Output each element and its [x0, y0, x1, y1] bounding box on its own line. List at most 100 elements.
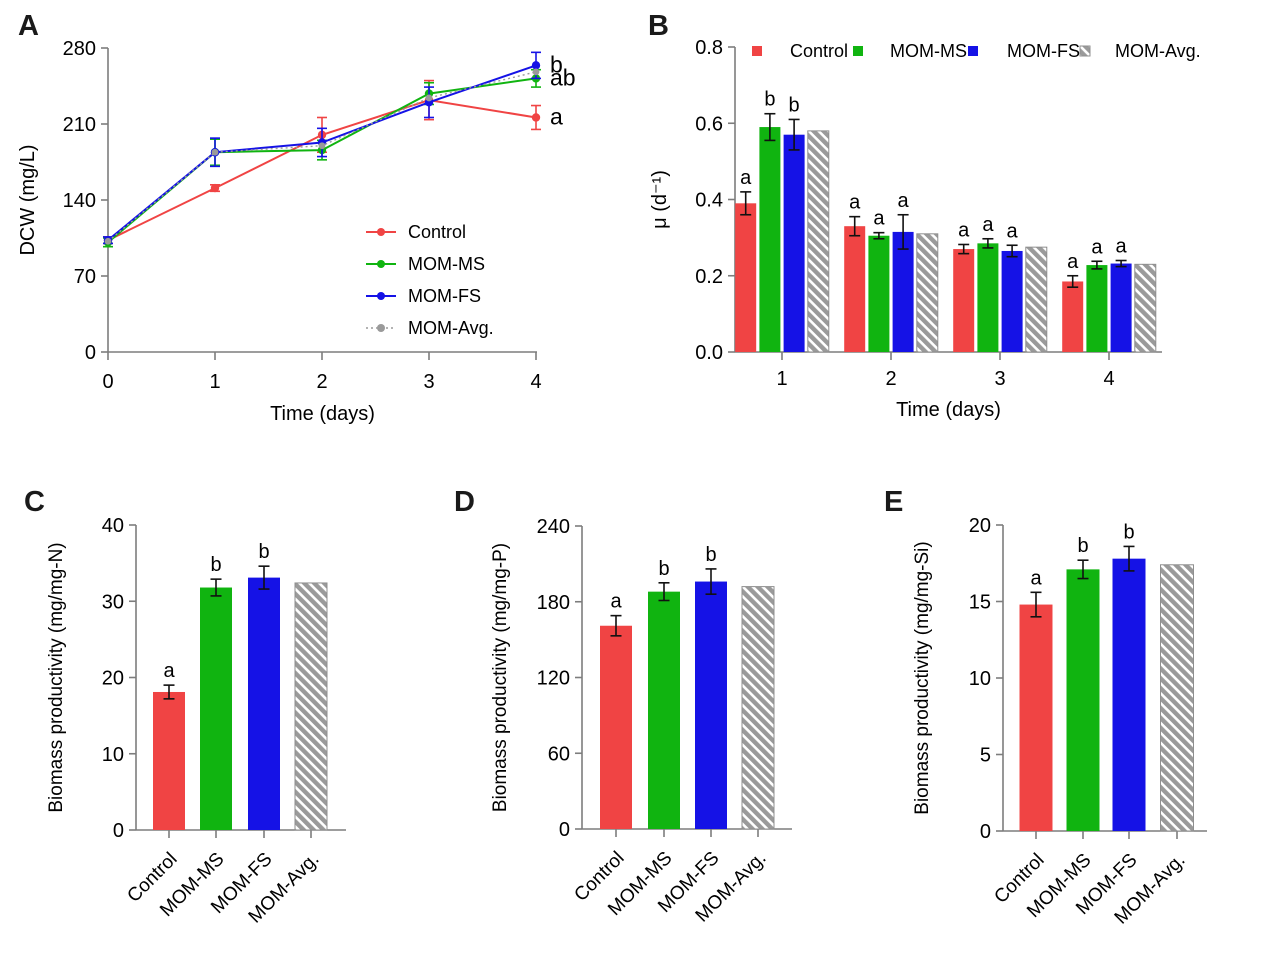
y-tick-label: 0.2: [695, 266, 723, 288]
bar-MOM-FS-day3: a: [1001, 220, 1023, 352]
y-tick-label: 20: [969, 515, 991, 537]
bar-MOM-FS: b: [248, 541, 280, 830]
sig-letter: a: [849, 192, 861, 214]
y-tick-label: 40: [102, 515, 124, 537]
y-tick-label: 20: [102, 668, 124, 690]
y-tick-label: 60: [548, 743, 570, 765]
legend-item: MOM-MS: [853, 41, 967, 61]
sig-letter: a: [898, 190, 910, 212]
error-bar: [1115, 259, 1127, 268]
sig-letter: b: [789, 94, 800, 116]
sig-letter: b: [705, 544, 716, 566]
bar-MOM-FS-day1: b: [783, 94, 805, 352]
x-tick-label: 1: [776, 368, 787, 390]
data-point: [211, 148, 219, 156]
bar: [1001, 250, 1023, 352]
bar-MOM-Avg.-day2: [916, 233, 939, 353]
bar-MOM-Avg.: [294, 582, 328, 831]
y-tick-label: 0.0: [695, 342, 723, 364]
bar-MOM-MS: b: [648, 558, 680, 829]
legend: Control MOM-MS MOM-FS MOM-Avg.: [752, 41, 1201, 61]
panel-d-chart: 0 60 120 180 240 Biomass productivity (mg/mg-…: [490, 516, 792, 926]
sig-letter: b: [258, 541, 269, 563]
error-bar: [1067, 274, 1079, 288]
error-bar: [1077, 559, 1089, 580]
bar: [844, 226, 866, 352]
bar-MOM-Avg.: [1160, 564, 1194, 832]
bar: [1019, 604, 1053, 831]
axes: 0.0 0.2 0.4 0.6 0.8 μ (d⁻¹) Time (days) 1 2 3 4: [649, 37, 1162, 421]
y-tick-label: 0: [85, 342, 96, 364]
legend-item: MOM-MS: [366, 254, 485, 274]
bar: [916, 233, 939, 353]
legend-item: MOM-FS: [366, 286, 481, 306]
legend-item: Control: [752, 41, 848, 61]
bar: [1110, 263, 1132, 352]
sig-letter: a: [1067, 251, 1079, 273]
y-tick-label: 120: [537, 668, 570, 690]
bar: [783, 134, 805, 352]
bar-Control-day4: a: [1062, 251, 1084, 352]
data-point: [531, 113, 541, 122]
x-axis-title: Time (days): [896, 399, 1001, 421]
x-tick-label: 2: [885, 368, 896, 390]
x-tick-label: 2: [316, 371, 327, 393]
panel-e-label: E: [884, 486, 904, 518]
error-bar: [958, 243, 970, 255]
bar: [977, 243, 999, 352]
panel-d: D 0 60 120 180 240 Biomass productivity (mg/m…: [430, 470, 860, 960]
y-tick-label: 0: [113, 820, 124, 842]
legend-swatch: [377, 260, 385, 268]
bar-MOM-FS-day4: a: [1110, 236, 1132, 352]
legend-label: MOM-FS: [1007, 41, 1080, 61]
legend-label: Control: [790, 41, 848, 61]
bar-MOM-MS-day2: a: [868, 208, 890, 352]
sig-letter: b: [658, 558, 669, 580]
y-tick-label: 240: [537, 516, 570, 538]
y-tick-label: 0.6: [695, 113, 723, 135]
error-bar: [1030, 591, 1042, 618]
legend-label: MOM-MS: [408, 254, 485, 274]
legend-label: MOM-MS: [890, 41, 967, 61]
axes: 0 70 140 210 280 DCW (mg/L) Time (days) 0 1 2 3 4: [17, 38, 542, 425]
bar: [153, 691, 185, 830]
y-tick-label: 10: [102, 744, 124, 766]
x-tick-label: 4: [1103, 368, 1114, 390]
bar-MOM-FS-day2: a: [892, 190, 914, 352]
bar: [1025, 246, 1048, 353]
bar: [200, 587, 232, 830]
y-tick-label: 10: [969, 668, 991, 690]
error-bar: [897, 213, 909, 250]
data-point: [532, 68, 540, 76]
sig-letter: a: [740, 167, 752, 189]
error-bar: [849, 215, 861, 237]
sig-letter: b: [550, 51, 563, 77]
bar-Control-day1: a: [735, 167, 757, 352]
y-tick-label: 180: [537, 592, 570, 614]
bar-MOM-MS: b: [200, 554, 232, 830]
bar: [1086, 265, 1108, 352]
bar-MOM-Avg.-day4: [1134, 263, 1157, 353]
y-axis-title: Biomass productivity (mg/mg-N): [46, 542, 67, 812]
panel-a-chart: 0 70 140 210 280 DCW (mg/L) Time (days) 0 1 2 3 4 aa…: [17, 38, 576, 425]
error-bar: [210, 578, 222, 597]
x-tick-label: 3: [994, 368, 1005, 390]
bar: [648, 591, 680, 829]
sig-letter: a: [1091, 236, 1103, 258]
sig-letter: b: [1077, 535, 1088, 557]
error-bar: [610, 614, 622, 637]
bar-Control-day3: a: [953, 219, 975, 352]
data-point: [425, 94, 433, 102]
legend-item: MOM-Avg.: [366, 318, 494, 338]
legend-item: MOM-FS: [968, 41, 1080, 61]
bar: [741, 586, 775, 830]
bar: [1160, 564, 1194, 832]
x-tick-label: 4: [530, 371, 541, 393]
legend-swatch: [377, 324, 385, 332]
y-axis-title: Biomass productivity (mg/mg-P): [490, 543, 511, 812]
data-point: [210, 183, 220, 193]
bar-MOM-FS: b: [1112, 521, 1146, 831]
data-point: [531, 61, 541, 70]
panel-c-label: C: [24, 486, 45, 518]
